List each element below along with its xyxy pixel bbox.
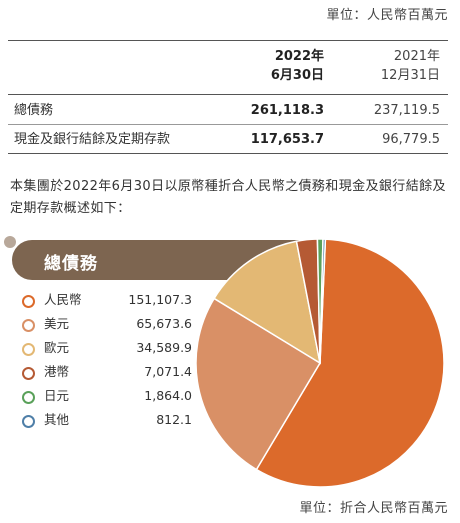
table-header-rule [8, 94, 448, 95]
header-2022-year: 2022年 [274, 49, 324, 64]
legend-value: 812.1 [156, 412, 192, 427]
pie-slice-eur [213, 240, 322, 365]
legend-value: 7,071.4 [144, 364, 192, 379]
section-title: 總債務 [44, 254, 98, 274]
legend-item-jpy: 日元 1,864.0 [22, 386, 192, 406]
legend-label: 人民幣 [44, 292, 82, 307]
row-value-2021: 237,119.5 [373, 103, 440, 118]
legend-item-rmb: 人民幣 151,107.3 [22, 290, 192, 310]
unit-note-top: 單位：人民幣百萬元 [326, 8, 448, 23]
legend-value: 34,589.9 [136, 340, 192, 355]
legend-item-usd: 美元 65,673.6 [22, 314, 192, 334]
legend-value: 65,673.6 [136, 316, 192, 331]
legend-ring-icon [22, 391, 35, 404]
debt-currency-pie-chart [195, 238, 445, 488]
legend-ring-icon [22, 343, 35, 356]
table-row-cash: 現金及銀行結餘及定期存款 117,653.7 96,779.5 [8, 128, 448, 152]
row-label: 總債務 [14, 103, 54, 118]
header-2022-date: 6月30日 [270, 68, 324, 83]
row-value-2022: 261,118.3 [250, 103, 324, 118]
legend-label: 港幣 [44, 364, 70, 379]
pie-slice-rmb [255, 238, 445, 488]
legend-item-eur: 歐元 34,589.9 [22, 338, 192, 358]
legend-label: 日元 [44, 388, 70, 403]
legend-item-others: 其他 812.1 [22, 410, 192, 430]
legend-ring-icon [22, 319, 35, 332]
legend-ring-icon [22, 415, 35, 428]
legend-label: 其他 [44, 412, 70, 427]
band-dot-decoration [4, 236, 16, 248]
table-top-rule [8, 40, 448, 41]
legend-ring-icon [22, 367, 35, 380]
legend-value: 1,864.0 [144, 388, 192, 403]
pie-slice-others [319, 238, 327, 364]
summary-paragraph: 本集團於2022年6月30日以原幣種折合人民幣之債務和現金及銀行結餘及定期存款概… [10, 179, 446, 216]
column-header-2021: 2021年 12月31日 [340, 47, 440, 93]
pie-slice-usd [195, 297, 322, 471]
legend-ring-icon [22, 295, 35, 308]
legend-value: 151,107.3 [128, 292, 192, 307]
unit-note-bottom: 單位：折合人民幣百萬元 [299, 501, 448, 516]
column-header-2022: 2022年 6月30日 [214, 47, 324, 93]
row-value-2022: 117,653.7 [250, 132, 324, 147]
table-bottom-rule [8, 153, 448, 154]
legend-item-hkd: 港幣 7,071.4 [22, 362, 192, 382]
header-2021-year: 2021年 [393, 49, 440, 64]
row-label: 現金及銀行結餘及定期存款 [14, 132, 171, 147]
legend-label: 美元 [44, 316, 70, 331]
table-row-divider [8, 124, 448, 125]
table-row-total-debt: 總債務 261,118.3 237,119.5 [8, 99, 448, 123]
legend-label: 歐元 [44, 340, 70, 355]
row-value-2021: 96,779.5 [382, 132, 440, 147]
header-2021-date: 12月31日 [380, 68, 440, 83]
